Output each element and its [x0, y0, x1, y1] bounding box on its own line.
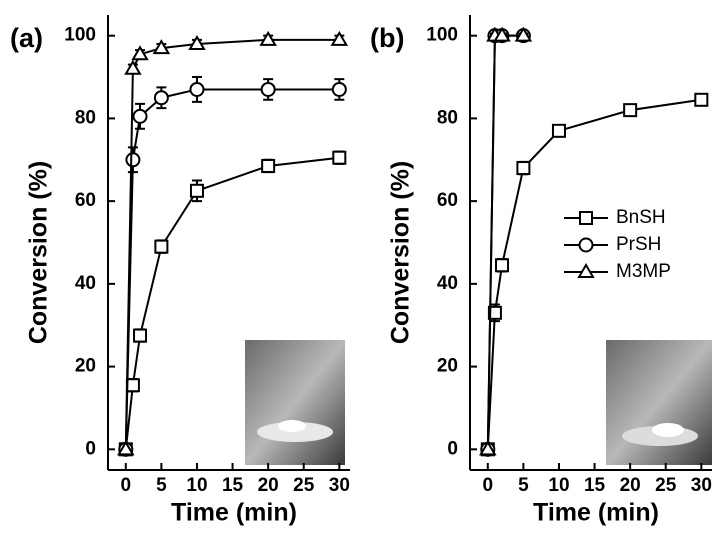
x-tick-label: 10: [548, 475, 569, 496]
x-tick-label: 30: [329, 475, 350, 496]
x-tick-label: 15: [584, 475, 606, 496]
marker-square: [189, 183, 204, 198]
marker-circle: [125, 152, 141, 168]
marker-square: [125, 378, 140, 393]
marker-circle: [189, 81, 205, 97]
y-tick-label: 80: [75, 107, 96, 128]
marker-square: [154, 239, 169, 254]
marker-circle: [132, 108, 148, 124]
marker-circle: [260, 81, 276, 97]
x-tick-label: 25: [293, 475, 315, 496]
y-tick-label: 80: [437, 107, 458, 128]
marker-circle: [578, 237, 594, 253]
marker-triangle: [259, 30, 277, 46]
x-tick-label: 0: [121, 475, 132, 496]
y-axis-label: Conversion (%): [387, 161, 415, 344]
marker-triangle: [152, 39, 171, 55]
y-tick-label: 20: [75, 356, 96, 377]
series-line: [486, 34, 524, 450]
marker-square: [487, 305, 502, 320]
y-tick-label: 60: [75, 190, 96, 211]
marker-square: [133, 328, 148, 343]
y-tick-label: 100: [64, 25, 96, 46]
x-axis-label: Time (min): [171, 499, 297, 527]
marker-square: [516, 161, 531, 176]
y-tick-label: 0: [85, 438, 96, 459]
marker-triangle: [124, 59, 142, 75]
panel-label: (a): [10, 23, 43, 53]
x-tick-label: 5: [518, 475, 529, 496]
inset-photo: [606, 340, 712, 465]
x-tick-label: 20: [258, 475, 279, 496]
y-axis-label: Conversion (%): [25, 161, 53, 344]
x-tick-label: 25: [655, 475, 677, 496]
marker-triangle: [493, 26, 511, 42]
marker-triangle: [577, 263, 595, 278]
legend-label: M3MP: [616, 261, 671, 282]
marker-square: [332, 150, 347, 165]
marker-triangle: [330, 30, 349, 46]
marker-square: [623, 103, 638, 118]
x-tick-label: 5: [156, 475, 167, 496]
y-tick-label: 60: [437, 190, 458, 211]
y-tick-label: 40: [437, 273, 458, 294]
y-tick-label: 40: [75, 273, 96, 294]
marker-square: [261, 158, 276, 173]
marker-circle: [153, 90, 169, 106]
legend-label: BnSH: [616, 207, 666, 228]
marker-square: [495, 258, 510, 273]
marker-circle: [331, 81, 347, 97]
x-axis-label: Time (min): [533, 499, 659, 527]
marker-triangle: [188, 34, 206, 50]
legend-label: PrSH: [616, 234, 661, 255]
marker-square: [579, 211, 593, 225]
x-tick-label: 0: [483, 475, 494, 496]
y-tick-label: 20: [437, 356, 458, 377]
panel-label: (b): [370, 23, 404, 53]
marker-square: [551, 123, 566, 138]
marker-square: [694, 92, 709, 107]
x-tick-label: 30: [691, 475, 712, 496]
x-tick-label: 20: [620, 475, 641, 496]
y-tick-label: 0: [447, 438, 458, 459]
marker-triangle: [117, 440, 135, 456]
marker-triangle: [479, 440, 497, 456]
marker-triangle: [131, 45, 149, 61]
y-tick-label: 100: [426, 25, 458, 46]
marker-triangle: [514, 26, 533, 42]
x-tick-label: 15: [222, 475, 244, 496]
x-tick-label: 10: [186, 475, 207, 496]
inset-photo: [245, 340, 345, 465]
